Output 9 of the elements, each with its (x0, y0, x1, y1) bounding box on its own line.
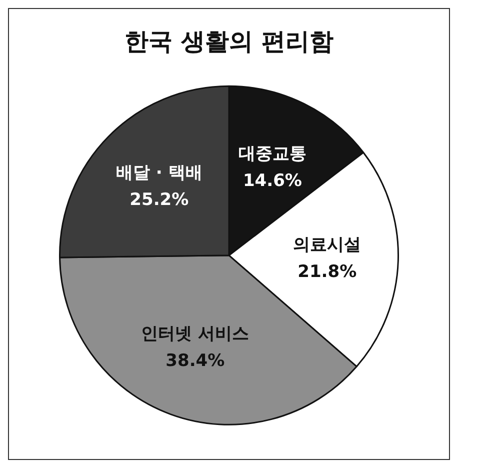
data-label: 21.8% (298, 262, 357, 282)
data-label: 25.2% (130, 190, 189, 210)
slice-label: 인터넷 서비스 (141, 324, 250, 344)
data-label: 14.6% (242, 170, 302, 191)
slice-label: 의료시설 (293, 234, 362, 255)
data-label: 38.4% (166, 350, 225, 371)
slice-label: 배달 · 택배 (116, 162, 202, 183)
chart-title: 한국 생활의 편리함 (124, 28, 334, 56)
slice-label: 대중교통 (238, 144, 306, 164)
